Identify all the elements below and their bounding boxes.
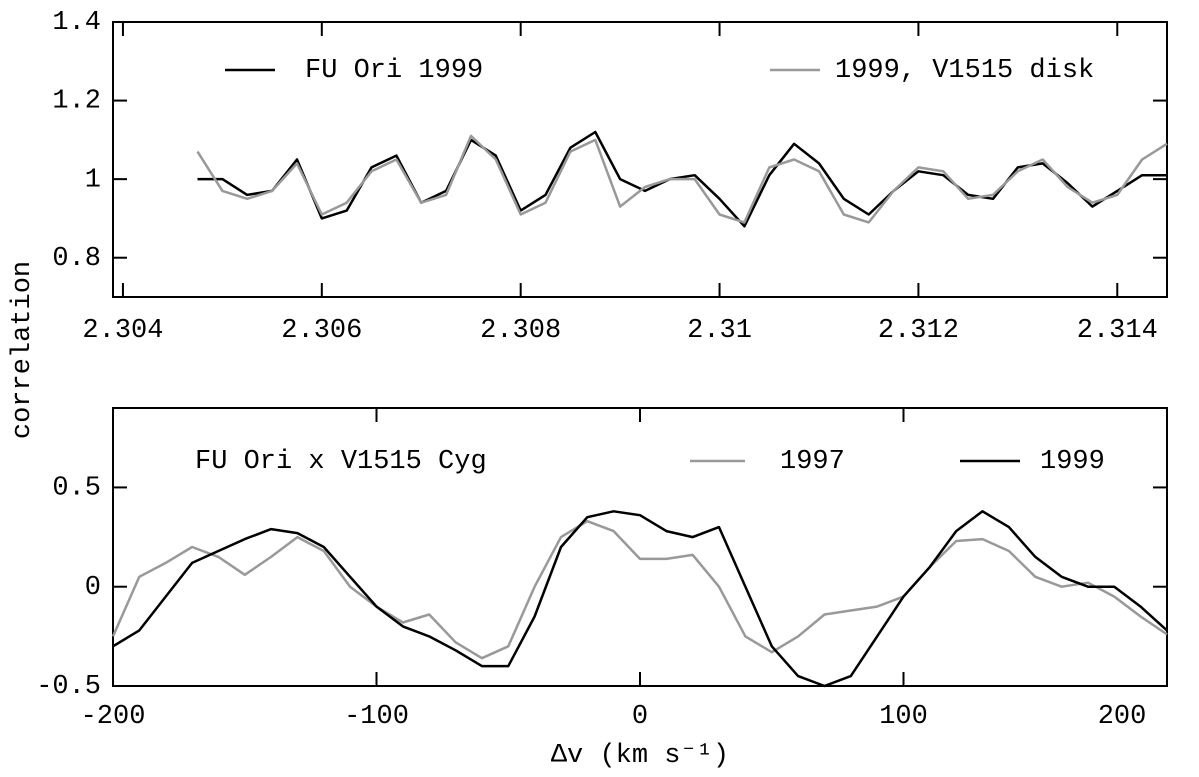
legend-label: 1999: [1040, 447, 1105, 477]
data-line: [111, 519, 1168, 660]
x-tick-label: 2.312: [878, 316, 959, 346]
y-tick-label: 1.2: [52, 87, 101, 117]
x-axis-label: Δv (km s⁻¹): [551, 741, 729, 771]
legend-label: 1999, V1515 disk: [835, 56, 1094, 86]
y-tick-label: 0.5: [52, 474, 101, 504]
x-tick-label: 2.306: [281, 316, 362, 346]
y-axis-label: correlation: [8, 261, 38, 439]
y-tick-label: 1.4: [52, 8, 101, 38]
legend-label: FU Ori 1999: [305, 56, 483, 86]
y-tick-label: 1: [85, 165, 101, 195]
y-tick-label: 0: [85, 573, 101, 603]
x-tick-label: 2.31: [687, 316, 752, 346]
x-tick-label: 0: [632, 702, 648, 732]
x-tick-label: 100: [879, 702, 928, 732]
x-tick-label: -100: [344, 702, 409, 732]
x-tick-label: 200: [1098, 702, 1147, 732]
x-tick-label: 2.308: [480, 316, 561, 346]
data-line: [196, 134, 1168, 224]
data-line: [112, 510, 1168, 688]
annotation: FU Ori x V1515 Cyg: [195, 447, 487, 477]
plot-frame: [112, 21, 1168, 298]
x-tick-label: 2.314: [1077, 316, 1158, 346]
x-tick-label: 2.304: [82, 316, 163, 346]
y-tick-label: -0.5: [36, 672, 101, 702]
y-tick-label: 0.8: [52, 244, 101, 274]
legend-label: 1997: [780, 447, 845, 477]
x-tick-label: -200: [81, 702, 146, 732]
